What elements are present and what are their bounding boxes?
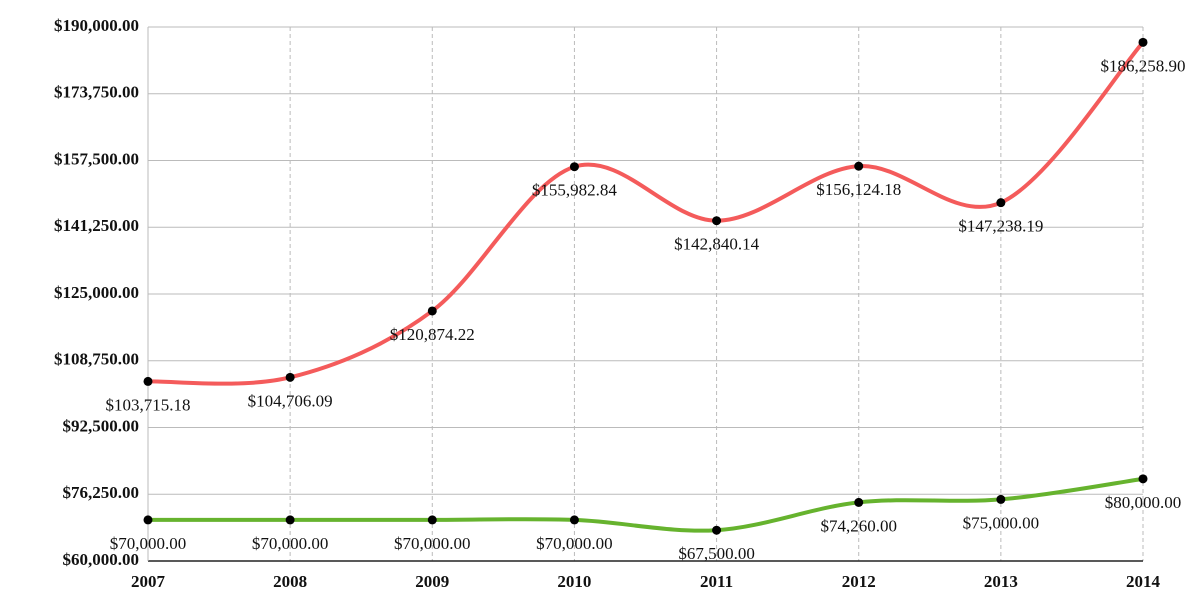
y-tick-label: $76,250.00 [63,483,140,502]
data-point [996,198,1006,208]
data-label: $120,874.22 [390,325,475,344]
y-tick-label: $141,250.00 [54,216,139,235]
data-point [996,494,1006,504]
data-label: $70,000.00 [252,534,329,553]
data-point [1138,474,1148,484]
x-tick-label: 2011 [700,572,733,591]
data-point [1138,37,1148,47]
x-tick-label: 2007 [131,572,166,591]
x-tick-label: 2009 [415,572,449,591]
data-label: $70,000.00 [110,534,187,553]
data-label: $103,715.18 [106,395,191,414]
data-label: $147,238.19 [958,217,1043,236]
y-tick-label: $125,000.00 [54,283,139,302]
data-point [427,515,437,525]
data-label: $67,500.00 [678,544,755,563]
data-point [712,216,722,226]
y-tick-label: $173,750.00 [54,83,139,102]
data-point [569,515,579,525]
data-label: $70,000.00 [536,534,613,553]
data-label: $104,706.09 [248,391,333,410]
data-label: $80,000.00 [1105,493,1182,512]
y-tick-label: $157,500.00 [54,149,139,168]
data-label: $70,000.00 [394,534,471,553]
data-point [285,515,295,525]
x-tick-label: 2014 [1126,572,1161,591]
x-tick-label: 2013 [984,572,1018,591]
data-label: $155,982.84 [532,181,618,200]
data-label: $142,840.14 [674,235,760,254]
data-point [427,306,437,316]
data-label: $186,258.90 [1101,56,1186,75]
data-point [712,525,722,535]
x-tick-label: 2008 [273,572,307,591]
x-tick-label: 2012 [842,572,876,591]
data-point [285,372,295,382]
data-label: $75,000.00 [963,513,1040,532]
data-label: $74,260.00 [820,516,897,535]
data-point [569,162,579,172]
data-point [854,161,864,171]
y-tick-label: $60,000.00 [63,550,140,569]
series-line [147,41,1145,386]
y-tick-label: $92,500.00 [63,416,140,435]
x-tick-label: 2010 [557,572,591,591]
y-tick-label: $190,000.00 [54,16,139,35]
data-label: $156,124.18 [816,180,901,199]
data-point [143,515,153,525]
y-tick-label: $108,750.00 [54,350,139,369]
data-point [854,497,864,507]
data-point [143,376,153,386]
series-line [148,476,1144,533]
